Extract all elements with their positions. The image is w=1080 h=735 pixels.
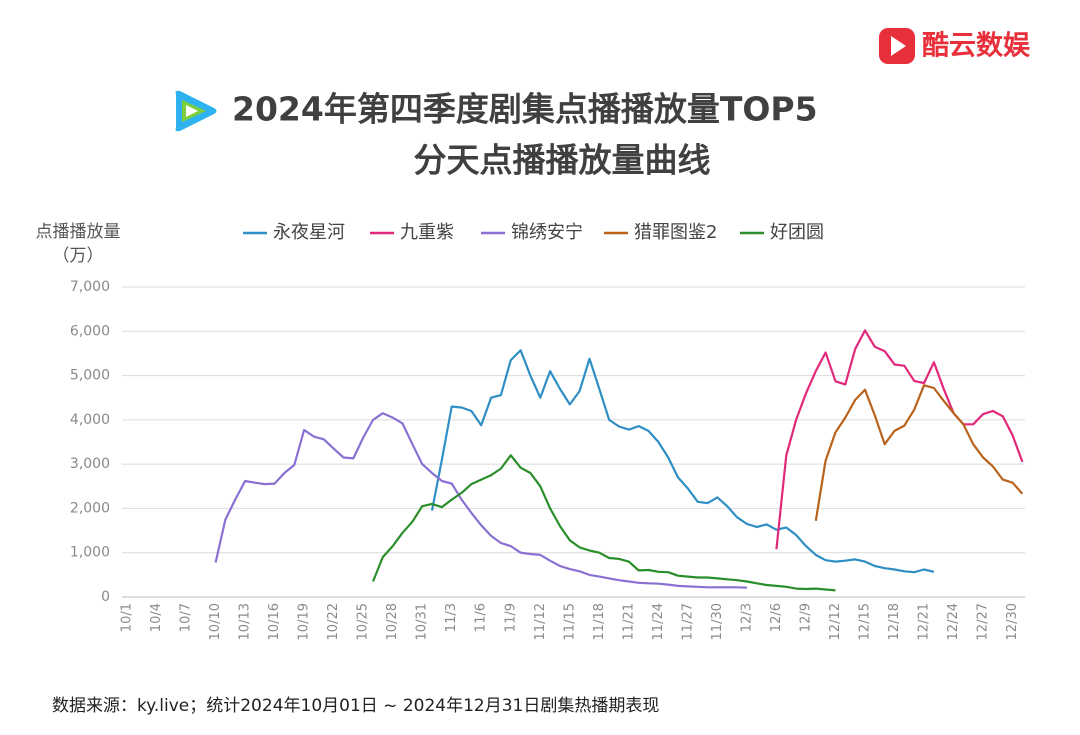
x-tick-label: 11/21	[621, 603, 636, 640]
x-tick-label: 12/27	[976, 603, 991, 640]
x-tick-label: 12/21	[917, 603, 932, 640]
x-tick-label: 12/12	[828, 603, 843, 640]
legend-label: 锦绣安宁	[511, 222, 583, 243]
y-tick-label: 2,000	[70, 500, 110, 516]
y-axis-label: 点播播放量	[36, 222, 121, 242]
x-tick-label: 12/30	[1005, 603, 1020, 640]
x-tick-label: 12/18	[887, 603, 902, 640]
series-line	[371, 454, 836, 592]
legend-label: 永夜星河	[273, 222, 345, 243]
x-tick-label: 11/6	[474, 603, 489, 632]
x-tick-label: 10/13	[238, 603, 253, 640]
y-tick-label: 0	[101, 589, 110, 605]
x-tick-label: 10/22	[326, 603, 341, 640]
x-tick-label: 10/10	[208, 603, 223, 640]
chart-title: 分天点播播放量曲线	[414, 141, 711, 180]
brand-logo	[879, 28, 915, 64]
y-tick-label: 4,000	[70, 412, 110, 428]
y-tick-label: 5,000	[70, 368, 110, 384]
legend-label: 九重紫	[400, 222, 454, 243]
x-tick-label: 10/1	[120, 603, 135, 632]
brand-name: 酷云数娱	[922, 31, 1031, 62]
x-tick-label: 11/24	[651, 603, 666, 640]
series-line	[775, 329, 1024, 550]
x-tick-label: 10/31	[415, 603, 430, 640]
chart-title: 2024年第四季度剧集点播播放量TOP5	[232, 90, 818, 129]
x-tick-label: 10/28	[385, 603, 400, 640]
brand-play	[891, 36, 906, 56]
series-line	[214, 412, 747, 589]
x-tick-label: 11/9	[503, 603, 518, 632]
y-tick-label: 6,000	[70, 323, 110, 339]
legend-label: 猎罪图鉴2	[634, 222, 717, 243]
y-axis-label: （万）	[53, 246, 104, 266]
series-line	[814, 384, 1024, 521]
footnote: 数据来源：ky.live；统计2024年10月01日 ~ 2024年12月31日…	[52, 696, 659, 716]
x-tick-label: 12/3	[739, 603, 754, 632]
legend-label: 好团圆	[770, 222, 824, 243]
y-tick-label: 7,000	[70, 279, 110, 295]
x-tick-label: 12/9	[798, 603, 813, 632]
x-tick-label: 11/3	[444, 603, 459, 632]
x-tick-label: 11/27	[680, 603, 695, 640]
x-tick-label: 10/7	[179, 603, 194, 632]
series-line	[430, 349, 935, 574]
y-tick-label: 3,000	[70, 456, 110, 472]
x-tick-label: 10/25	[356, 603, 371, 640]
title-icon	[175, 90, 217, 132]
x-tick-label: 10/19	[297, 603, 312, 640]
x-tick-label: 11/18	[592, 603, 607, 640]
x-tick-label: 11/15	[562, 603, 577, 640]
x-tick-label: 12/24	[946, 603, 961, 640]
x-tick-label: 12/6	[769, 603, 784, 632]
x-tick-label: 10/4	[149, 603, 164, 632]
x-tick-label: 11/30	[710, 603, 725, 640]
x-tick-label: 10/16	[267, 603, 282, 640]
x-tick-label: 11/12	[533, 603, 548, 640]
y-tick-label: 1,000	[70, 545, 110, 561]
x-tick-label: 12/15	[858, 603, 873, 640]
